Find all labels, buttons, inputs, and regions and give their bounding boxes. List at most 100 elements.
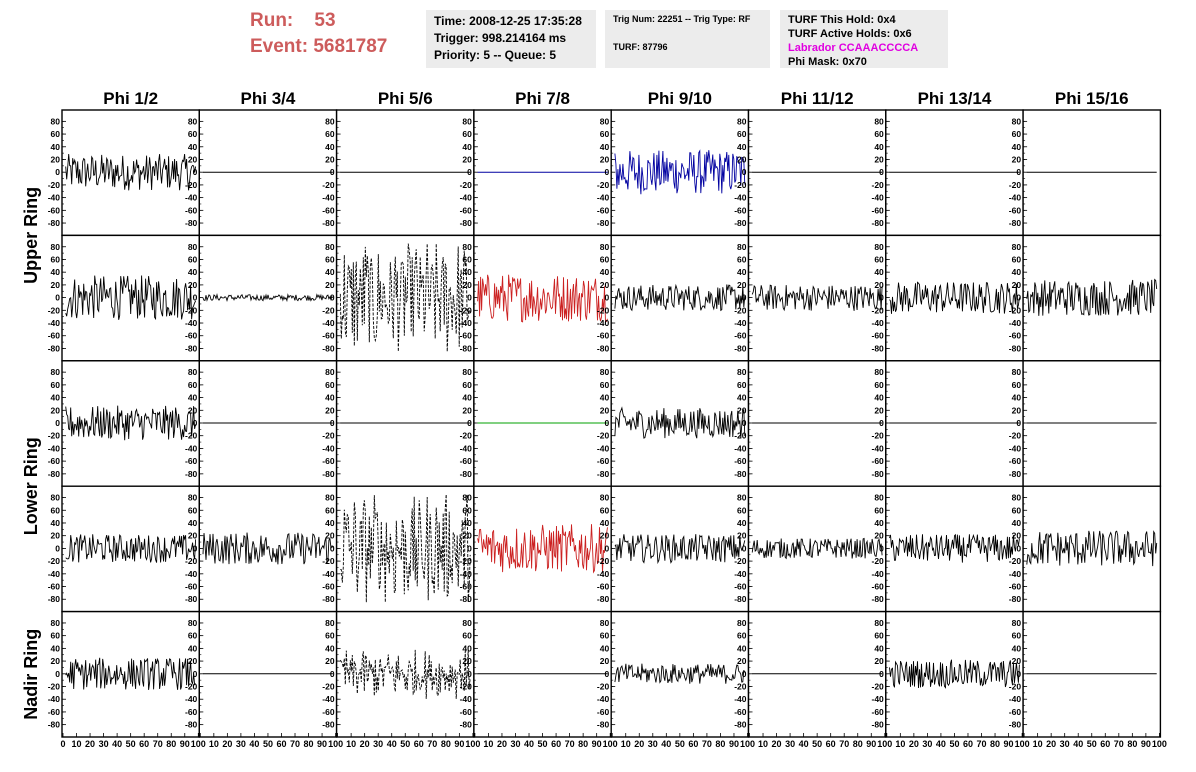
y-tick-label: -40 [597,318,610,328]
y-tick-label: 80 [600,242,610,252]
y-tick-label: -40 [1009,193,1022,203]
y-tick-label: 80 [462,242,472,252]
y-tick-label: 80 [600,116,610,126]
y-tick-label: 20 [462,280,472,290]
y-tick-label: 80 [51,367,61,377]
y-tick-label: 60 [188,254,198,264]
y-tick-label: -80 [1009,720,1022,730]
y-tick-label: -40 [734,193,747,203]
y-tick-label: -40 [460,318,473,328]
y-tick-label: 0 [467,543,472,553]
waveform-trace [202,532,334,565]
y-tick-label: 60 [737,380,747,390]
y-tick-label: 20 [874,154,884,164]
y-tick-label: 40 [737,142,747,152]
y-tick-label: -80 [734,594,747,604]
y-tick-label: -20 [322,682,335,692]
y-tick-label: 80 [737,242,747,252]
y-tick-label: -80 [185,343,198,353]
x-tick-label: 40 [112,739,122,749]
y-tick-label: 60 [462,631,472,641]
y-tick-label: 40 [874,267,884,277]
x-tick-label: 60 [826,739,836,749]
y-tick-label: 60 [325,254,335,264]
y-tick-label: 20 [325,656,335,666]
x-tick-label: 90 [592,739,602,749]
y-tick-label: 40 [462,267,472,277]
event-label: Event: [250,36,309,57]
y-tick-label: -40 [872,318,885,328]
y-tick-label: 60 [462,505,472,515]
y-tick-label: 80 [1012,618,1022,628]
waveform-trace [340,494,471,603]
y-tick-label: -40 [1009,318,1022,328]
x-tick-label: 60 [963,739,973,749]
y-tick-label: -20 [460,682,473,692]
y-tick-label: -40 [1009,443,1022,453]
y-tick-label: -20 [597,431,610,441]
y-tick-label: -20 [1009,180,1022,190]
y-tick-label: -20 [1009,556,1022,566]
y-tick-label: -60 [1009,331,1022,341]
run-event-info: Run: 53 Event: 5681787 [250,8,420,60]
x-tick-label: 80 [715,739,725,749]
y-tick-label: 80 [1012,116,1022,126]
x-tick-label: 20 [360,739,370,749]
y-tick-label: -80 [48,720,61,730]
y-tick-label: 40 [462,142,472,152]
y-tick-label: 0 [879,293,884,303]
y-tick-label: 60 [188,631,198,641]
y-tick-label: 0 [604,543,609,553]
y-tick-label: 60 [1012,505,1022,515]
y-tick-label: 0 [55,543,60,553]
x-tick-label: 50 [1087,739,1097,749]
y-tick-label: -80 [185,469,198,479]
x-tick-label: 80 [853,739,863,749]
x-tick-label: 60 [276,739,286,749]
y-tick-label: 40 [325,267,335,277]
y-tick-label: 20 [51,405,61,415]
y-tick-label: -20 [460,556,473,566]
y-tick-label: -80 [460,720,473,730]
phi-mask-text: Phi Mask: 0x70 [788,56,867,68]
y-tick-label: 0 [193,543,198,553]
x-tick-label: 50 [949,739,959,749]
y-tick-label: 40 [737,393,747,403]
ring-label: Upper Ring [21,187,41,284]
x-tick-label: 30 [510,739,520,749]
y-tick-label: -20 [872,180,885,190]
y-tick-label: -20 [872,431,885,441]
y-tick-label: 40 [1012,267,1022,277]
x-tick-label: 90 [1141,739,1151,749]
y-tick-label: -80 [1009,594,1022,604]
y-tick-label: -40 [185,694,198,704]
y-tick-label: -60 [734,456,747,466]
x-tick-label: 50 [812,739,822,749]
panel-frame [473,485,612,613]
x-tick-label: 30 [99,739,109,749]
y-tick-label: 60 [325,129,335,139]
y-tick-label: -60 [322,205,335,215]
y-tick-label: 60 [737,631,747,641]
column-header: Phi 1/2 [103,89,158,108]
y-tick-label: -60 [322,331,335,341]
y-tick-label: 60 [1012,254,1022,264]
x-tick-label: 70 [1114,739,1124,749]
x-tick-label: 20 [222,739,232,749]
x-tick-label: 20 [634,739,644,749]
y-tick-label: 20 [462,154,472,164]
y-tick-label: -80 [48,594,61,604]
y-tick-label: 20 [1012,531,1022,541]
labrador-text: Labrador CCAAACCCCA [788,42,919,54]
y-tick-label: -60 [597,456,610,466]
x-tick-label: 50 [263,739,273,749]
y-tick-label: 80 [1012,493,1022,503]
y-tick-label: -20 [1009,305,1022,315]
y-tick-label: -20 [322,556,335,566]
y-tick-label: 80 [51,242,61,252]
y-tick-label: -80 [734,218,747,228]
waveform-trace [889,533,1020,563]
x-tick-label: 100 [877,739,892,749]
y-tick-label: -80 [872,594,885,604]
x-tick-label: 80 [990,739,1000,749]
